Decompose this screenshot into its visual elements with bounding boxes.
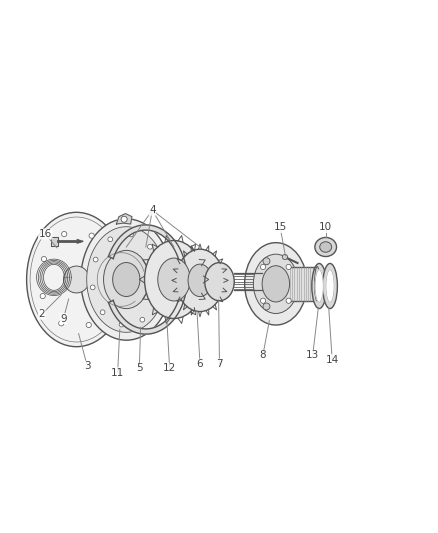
Ellipse shape (103, 251, 149, 309)
Circle shape (40, 294, 45, 298)
Ellipse shape (27, 212, 126, 346)
Circle shape (89, 233, 94, 238)
Polygon shape (116, 214, 132, 224)
Circle shape (262, 258, 269, 265)
Ellipse shape (253, 254, 298, 313)
Ellipse shape (322, 263, 337, 309)
Circle shape (260, 298, 265, 303)
Text: 12: 12 (162, 364, 176, 373)
Circle shape (286, 264, 290, 270)
Text: 2: 2 (39, 309, 45, 319)
Text: 7: 7 (215, 359, 223, 369)
Circle shape (86, 322, 91, 328)
Text: 13: 13 (305, 350, 318, 360)
Ellipse shape (157, 258, 190, 301)
Circle shape (282, 254, 287, 260)
Circle shape (154, 297, 159, 302)
Ellipse shape (314, 238, 336, 256)
Circle shape (61, 231, 67, 237)
Text: 8: 8 (259, 350, 265, 360)
Circle shape (107, 260, 113, 265)
Circle shape (286, 298, 290, 303)
Circle shape (100, 310, 105, 314)
Circle shape (59, 321, 64, 326)
Ellipse shape (314, 266, 319, 301)
Polygon shape (51, 237, 58, 246)
Text: 10: 10 (318, 222, 332, 232)
Ellipse shape (311, 263, 326, 309)
Ellipse shape (325, 270, 333, 302)
Text: 3: 3 (84, 361, 90, 371)
Circle shape (140, 317, 145, 322)
Text: 5: 5 (136, 364, 142, 373)
Text: 4: 4 (148, 205, 155, 215)
Circle shape (106, 297, 111, 303)
Ellipse shape (319, 242, 331, 252)
Ellipse shape (204, 263, 234, 301)
Circle shape (119, 322, 124, 327)
Ellipse shape (244, 243, 306, 325)
Circle shape (93, 257, 98, 262)
Ellipse shape (176, 249, 223, 312)
Circle shape (147, 245, 152, 249)
Text: 14: 14 (325, 354, 338, 365)
Circle shape (260, 264, 265, 270)
Polygon shape (108, 225, 187, 334)
Ellipse shape (144, 240, 203, 319)
Circle shape (41, 256, 46, 262)
Ellipse shape (81, 219, 171, 340)
Circle shape (262, 303, 269, 310)
Ellipse shape (314, 270, 322, 302)
Circle shape (90, 285, 95, 290)
Circle shape (108, 237, 113, 241)
Circle shape (121, 216, 127, 222)
Ellipse shape (113, 263, 140, 296)
Ellipse shape (187, 264, 212, 296)
Ellipse shape (87, 227, 166, 332)
Ellipse shape (261, 266, 289, 302)
Text: 11: 11 (111, 368, 124, 378)
Polygon shape (287, 266, 317, 301)
Text: 15: 15 (273, 222, 286, 232)
Circle shape (128, 232, 133, 237)
Text: 16: 16 (39, 229, 52, 239)
Circle shape (157, 269, 162, 274)
Text: 6: 6 (196, 359, 203, 369)
Ellipse shape (64, 266, 89, 293)
Text: 9: 9 (60, 313, 67, 324)
